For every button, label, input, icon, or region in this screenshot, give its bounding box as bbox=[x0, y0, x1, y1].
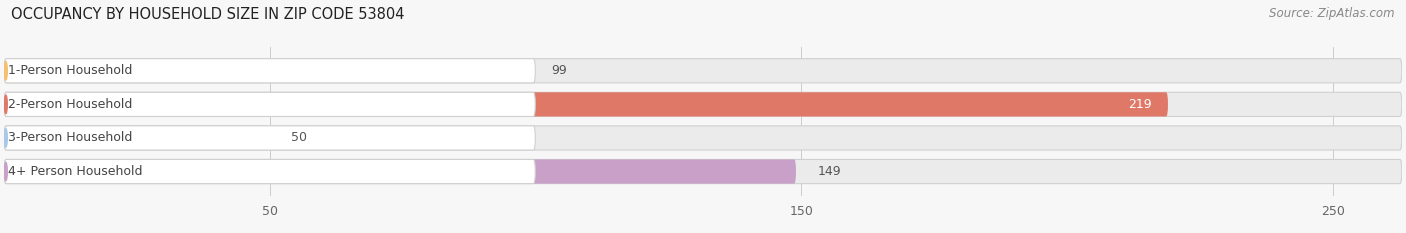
FancyBboxPatch shape bbox=[4, 126, 270, 150]
Circle shape bbox=[4, 62, 7, 80]
FancyBboxPatch shape bbox=[4, 92, 1402, 116]
Text: OCCUPANCY BY HOUSEHOLD SIZE IN ZIP CODE 53804: OCCUPANCY BY HOUSEHOLD SIZE IN ZIP CODE … bbox=[11, 7, 405, 22]
Text: 50: 50 bbox=[291, 131, 307, 144]
FancyBboxPatch shape bbox=[4, 59, 530, 83]
Text: 1-Person Household: 1-Person Household bbox=[8, 64, 132, 77]
Text: 4+ Person Household: 4+ Person Household bbox=[8, 165, 142, 178]
FancyBboxPatch shape bbox=[4, 92, 1168, 116]
FancyBboxPatch shape bbox=[4, 159, 1402, 184]
Circle shape bbox=[4, 162, 7, 181]
FancyBboxPatch shape bbox=[4, 59, 1402, 83]
Text: 219: 219 bbox=[1129, 98, 1152, 111]
Circle shape bbox=[4, 129, 7, 147]
Text: 99: 99 bbox=[551, 64, 567, 77]
Text: 3-Person Household: 3-Person Household bbox=[8, 131, 132, 144]
Circle shape bbox=[4, 95, 7, 113]
FancyBboxPatch shape bbox=[4, 126, 1402, 150]
Text: Source: ZipAtlas.com: Source: ZipAtlas.com bbox=[1270, 7, 1395, 20]
FancyBboxPatch shape bbox=[4, 159, 796, 184]
Text: 149: 149 bbox=[817, 165, 841, 178]
FancyBboxPatch shape bbox=[4, 59, 536, 83]
FancyBboxPatch shape bbox=[4, 159, 536, 184]
Text: 2-Person Household: 2-Person Household bbox=[8, 98, 132, 111]
FancyBboxPatch shape bbox=[4, 92, 536, 116]
FancyBboxPatch shape bbox=[4, 126, 536, 150]
